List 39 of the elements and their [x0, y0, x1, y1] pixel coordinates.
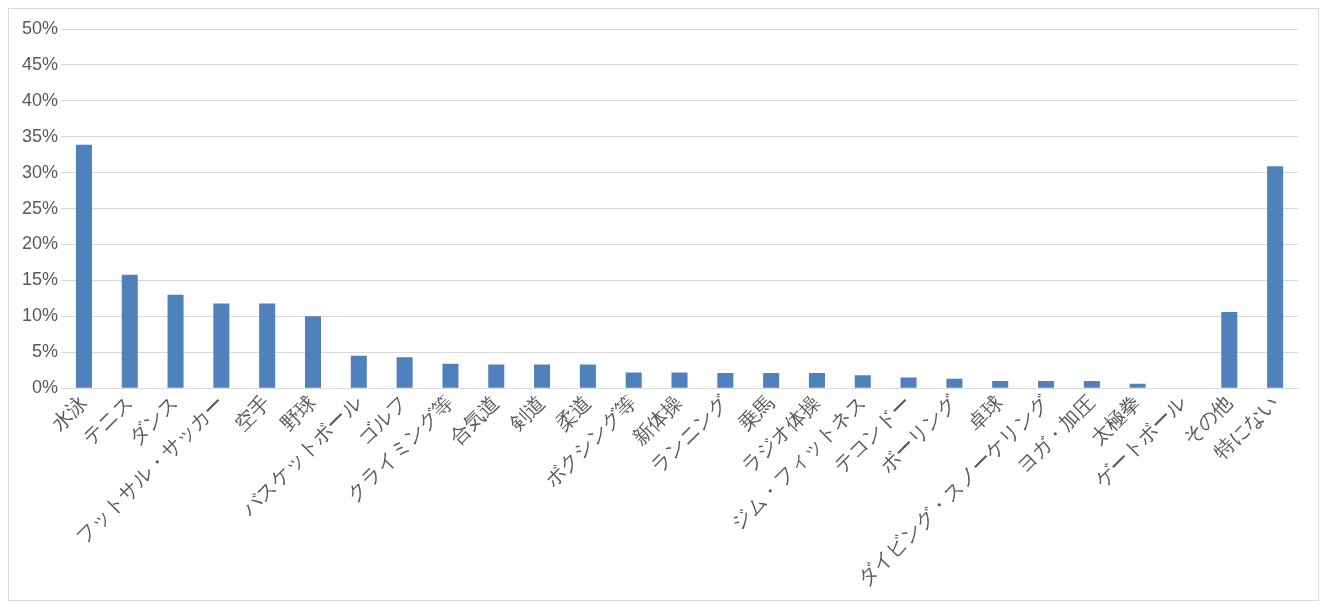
bar	[671, 372, 688, 388]
bar	[534, 364, 551, 388]
bar	[717, 373, 734, 388]
bar	[579, 364, 596, 388]
bar	[763, 373, 780, 388]
bar	[854, 375, 871, 388]
y-tick-label: 10%	[22, 305, 59, 326]
bar	[213, 303, 230, 388]
bar	[625, 372, 642, 388]
y-tick-label: 45%	[22, 53, 59, 74]
x-tick-label: 剣道	[504, 390, 549, 435]
y-tick-label: 25%	[22, 197, 59, 218]
bar	[259, 303, 276, 388]
bar	[808, 373, 825, 388]
y-tick-label: 0%	[32, 377, 59, 398]
bar	[900, 377, 917, 388]
y-tick-label: 50%	[22, 17, 59, 38]
bar	[75, 144, 92, 388]
y-tick-label: 15%	[22, 269, 59, 290]
bar	[304, 316, 322, 388]
y-tick-label: 30%	[22, 161, 59, 182]
bar	[1221, 312, 1238, 388]
y-tick-label: 40%	[22, 89, 59, 110]
bar	[488, 364, 505, 388]
y-tick-label: 35%	[22, 125, 59, 146]
bar	[396, 357, 413, 388]
bar	[946, 378, 963, 388]
bar	[1267, 166, 1284, 388]
bar	[121, 274, 138, 388]
y-tick-label: 5%	[32, 341, 59, 362]
bar	[442, 363, 459, 388]
bar	[167, 294, 184, 388]
bar	[992, 381, 1009, 388]
bar	[1038, 381, 1055, 388]
bar	[350, 355, 367, 388]
x-tick-label: 空手	[230, 390, 274, 435]
bar	[1083, 381, 1100, 388]
bar	[1129, 383, 1146, 388]
y-tick-label: 20%	[22, 233, 59, 254]
